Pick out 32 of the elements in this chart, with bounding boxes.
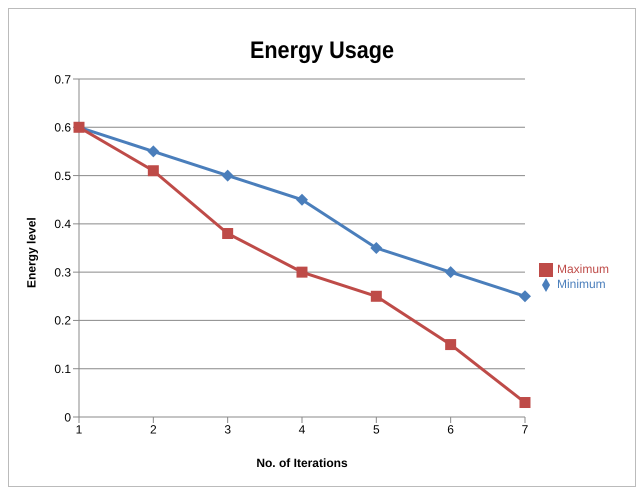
y-tick-label: 0 (64, 410, 72, 424)
y-tick-label: 0.6 (54, 120, 72, 135)
legend-label: Minimum (556, 277, 606, 291)
point (222, 228, 234, 240)
point (370, 290, 382, 302)
x-tick-label: 5 (372, 422, 380, 437)
x-tick-label: 3 (224, 422, 232, 437)
point (518, 290, 531, 302)
point (148, 165, 159, 176)
x-tick-label: 4 (298, 422, 306, 437)
y-axis-title: Energy level (24, 217, 38, 288)
legend-label: Maximum (556, 262, 609, 276)
y-tick-label: 0.4 (54, 217, 72, 232)
y-tick-label: 0.1 (54, 362, 72, 376)
y-tick-label: 0.2 (54, 314, 72, 328)
chart-title: Energy Usage (248, 36, 396, 66)
point (444, 266, 457, 278)
point (519, 397, 530, 408)
point (296, 266, 308, 278)
x-axis-title: No. of Iterations (256, 456, 348, 470)
x-tick-label: 7 (522, 422, 529, 437)
y-tick-label: 0.5 (54, 168, 72, 183)
point (445, 339, 456, 350)
point (222, 170, 234, 182)
x-tick-label: 1 (76, 422, 83, 437)
y-tick-label: 0.3 (54, 265, 72, 280)
x-tick-label: 2 (150, 422, 157, 437)
point (296, 194, 308, 206)
x-tick-label: 6 (447, 422, 454, 437)
point (147, 145, 160, 158)
y-tick-label: 0.7 (54, 72, 72, 86)
point (370, 242, 382, 254)
